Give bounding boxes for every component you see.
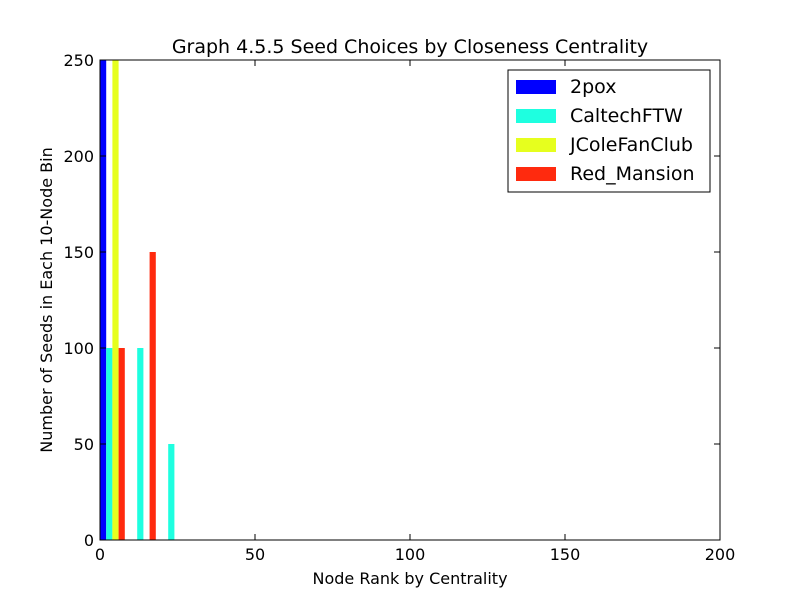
legend-swatch-caltechftw — [516, 109, 556, 123]
legend-label-2pox: 2pox — [570, 76, 616, 98]
chart-title: Graph 4.5.5 Seed Choices by Closeness Ce… — [172, 36, 648, 58]
legend-label-jcolefanclub: JColeFanClub — [569, 134, 693, 156]
y-tick-label-150: 150 — [63, 243, 94, 262]
x-tick-label-50: 50 — [245, 545, 265, 564]
legend-swatch-2pox — [516, 80, 556, 94]
y-tick-label-50: 50 — [74, 435, 94, 454]
plot-frame — [99, 59, 721, 541]
y-axis-label: Number of Seeds in Each 10-Node Bin — [37, 147, 56, 452]
y-tick-label-200: 200 — [63, 147, 94, 166]
bar-caltechftw-bin-10 — [137, 348, 144, 540]
x-tick-label-150: 150 — [550, 545, 581, 564]
bar-red-mansion-bin-0 — [118, 348, 125, 540]
x-tick-label-100: 100 — [395, 545, 426, 564]
y-tick-label-250: 250 — [63, 51, 94, 70]
legend-swatch-red-mansion — [516, 167, 556, 181]
legend-label-caltechftw: CaltechFTW — [570, 105, 683, 127]
y-tick-label-0: 0 — [84, 531, 94, 550]
axis-ticks: 0 50 100 150 200 0 50 100 150 200 250 — [63, 51, 735, 564]
bar-2pox-bin-0 — [100, 60, 107, 540]
y-tick-label-100: 100 — [63, 339, 94, 358]
legend-label-red-mansion: Red_Mansion — [570, 163, 695, 185]
x-tick-label-200: 200 — [705, 545, 736, 564]
bar-caltechftw-bin-0 — [106, 348, 113, 540]
legend: 2pox CaltechFTW JColeFanClub Red_Mansion — [507, 69, 711, 193]
x-tick-label-0: 0 — [95, 545, 105, 564]
bars — [100, 60, 175, 540]
bar-red-mansion-bin-10 — [149, 252, 156, 540]
x-axis-label: Node Rank by Centrality — [312, 569, 507, 588]
bar-jcolefanclub-bin-0 — [112, 60, 119, 540]
legend-swatch-jcolefanclub — [516, 138, 556, 152]
bar-caltechftw-bin-20 — [168, 444, 175, 540]
